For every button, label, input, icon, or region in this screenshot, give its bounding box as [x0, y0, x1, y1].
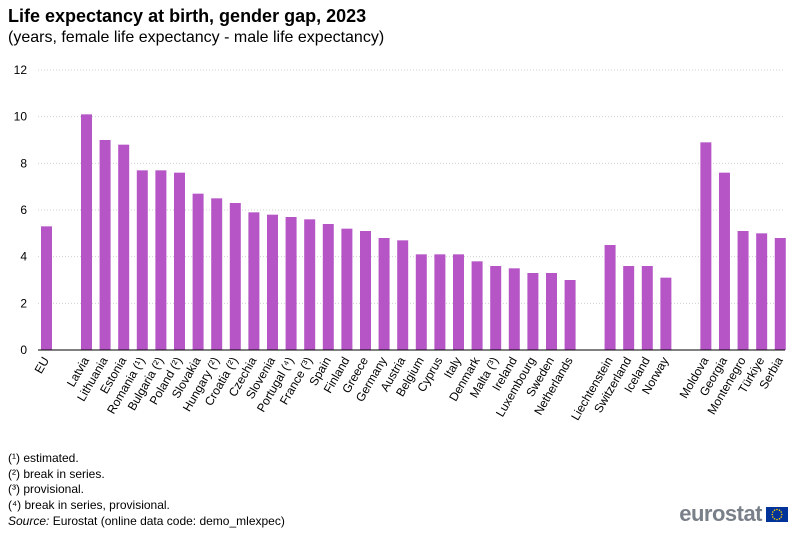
bar [80, 114, 92, 350]
y-tick-label: 12 [14, 63, 28, 77]
bar [285, 217, 297, 350]
bar [545, 273, 557, 350]
bar [452, 254, 464, 350]
bar [604, 245, 616, 350]
bar [248, 212, 260, 350]
bar [397, 240, 409, 350]
eu-flag-icon [766, 506, 788, 522]
bar [471, 261, 483, 350]
source-text: Eurostat (online data code: demo_mlexpec… [52, 514, 285, 528]
bar [641, 266, 653, 350]
bar [434, 254, 446, 350]
bar [508, 268, 520, 350]
chart-subtitle: (years, female life expectancy - male li… [8, 29, 385, 46]
bar [322, 224, 334, 350]
bar [155, 170, 167, 350]
bar [41, 226, 52, 350]
bar [266, 214, 278, 350]
bar [564, 280, 576, 350]
bar [173, 172, 185, 350]
bar [700, 142, 712, 350]
bar [304, 219, 316, 350]
footnote-break-in-series: (²) break in series. [8, 466, 105, 481]
bar [99, 140, 111, 350]
bar [378, 238, 390, 350]
bar [118, 144, 130, 350]
bar [229, 203, 241, 350]
bar [660, 277, 672, 350]
bar [490, 266, 502, 350]
logo-text: eurostat [679, 501, 762, 526]
bar [211, 198, 223, 350]
source-label: Source: [8, 514, 50, 528]
chart-title: Life expectancy at birth, gender gap, 20… [8, 6, 367, 26]
x-tick-label: EU [32, 355, 52, 376]
bar [341, 228, 353, 350]
bar [415, 254, 427, 350]
y-tick-label: 4 [20, 250, 27, 264]
bar [527, 273, 539, 350]
bar [756, 233, 768, 350]
eurostat-logo: eurostat [679, 501, 788, 527]
bar [136, 170, 148, 350]
bar [737, 231, 749, 350]
bar [623, 266, 635, 350]
y-tick-label: 6 [20, 203, 27, 217]
footnote-break-provisional: (⁴) break in series, provisional. [8, 497, 170, 512]
y-tick-label: 8 [20, 156, 27, 170]
bar [359, 231, 371, 350]
y-tick-label: 10 [14, 110, 28, 124]
bar [774, 238, 786, 350]
footnote-provisional: (³) provisional. [8, 482, 85, 496]
y-tick-label: 2 [20, 296, 27, 310]
bar [192, 193, 204, 350]
source-line: Source: Eurostat (online data code: demo… [8, 514, 285, 528]
y-tick-label: 0 [20, 343, 27, 357]
footnote-estimated: (¹) estimated. [8, 451, 79, 465]
bar [718, 172, 730, 350]
footnotes: (¹) estimated. (²) break in series. (³) … [8, 451, 170, 513]
